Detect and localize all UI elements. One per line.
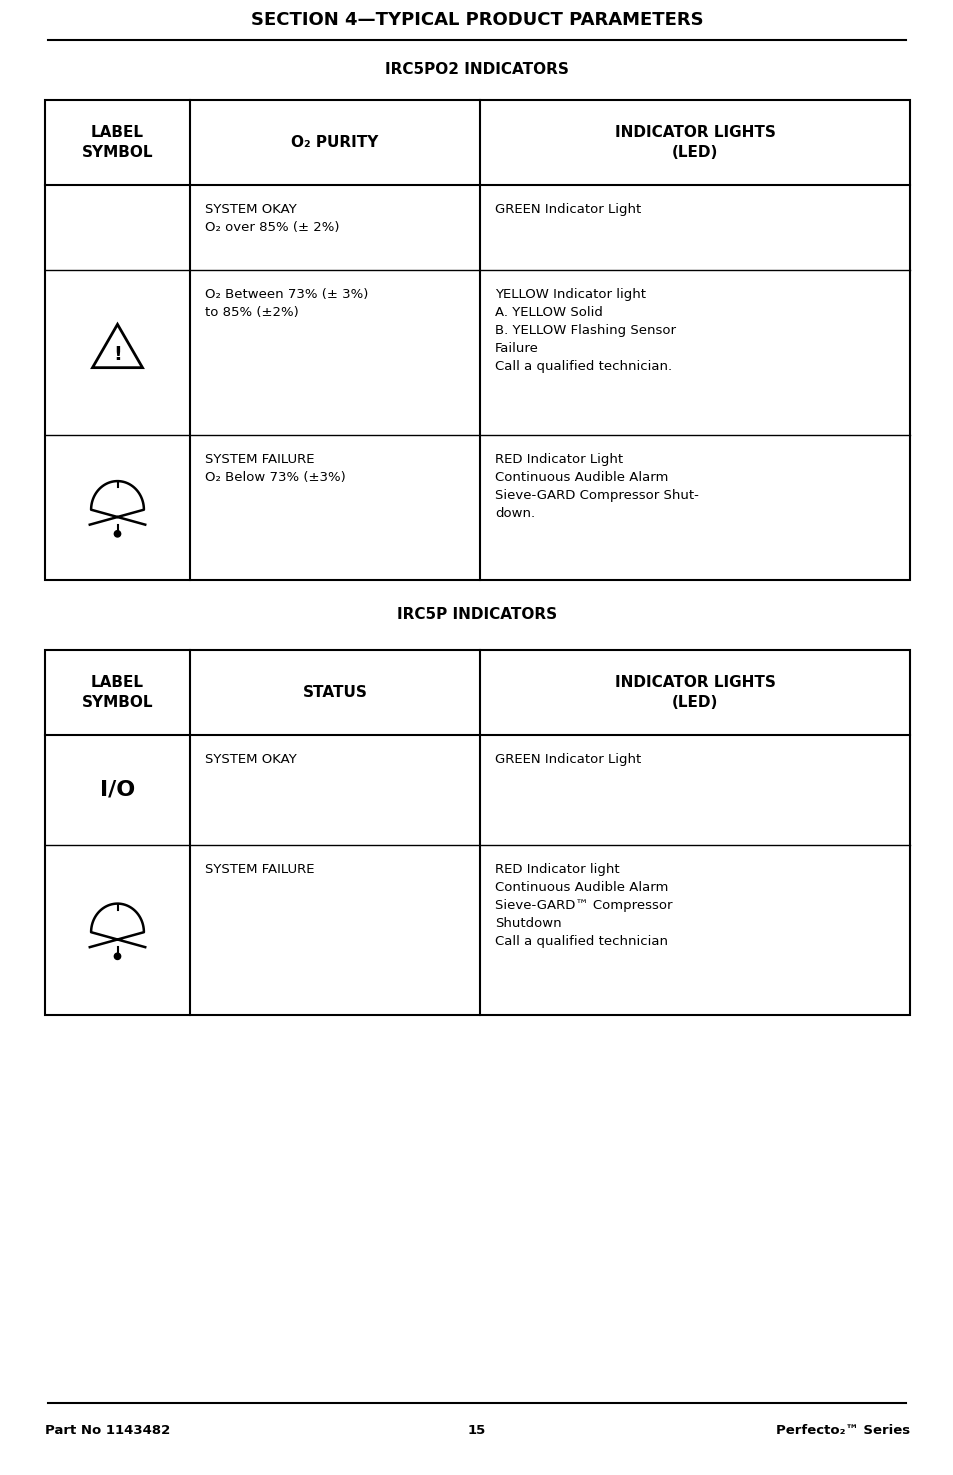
Text: YELLOW Indicator light
A. YELLOW Solid
B. YELLOW Flashing Sensor
Failure
Call a : YELLOW Indicator light A. YELLOW Solid B…: [495, 288, 676, 373]
Text: SECTION 4—TYPICAL PRODUCT PARAMETERS: SECTION 4—TYPICAL PRODUCT PARAMETERS: [251, 10, 702, 30]
Circle shape: [114, 953, 120, 959]
Text: !: !: [113, 345, 122, 364]
Text: LABEL
SYMBOL: LABEL SYMBOL: [82, 125, 153, 159]
Bar: [45, 650, 909, 1015]
Text: SYSTEM OKAY: SYSTEM OKAY: [205, 754, 296, 766]
Text: INDICATOR LIGHTS
(LED): INDICATOR LIGHTS (LED): [614, 676, 775, 709]
Text: 15: 15: [467, 1423, 486, 1437]
Text: O₂ PURITY: O₂ PURITY: [291, 136, 378, 150]
Text: O₂ Between 73% (± 3%)
to 85% (±2%): O₂ Between 73% (± 3%) to 85% (±2%): [205, 288, 368, 319]
Text: SYSTEM FAILURE
O₂ Below 73% (±3%): SYSTEM FAILURE O₂ Below 73% (±3%): [205, 453, 345, 484]
Text: SYSTEM FAILURE: SYSTEM FAILURE: [205, 863, 314, 876]
Text: IRC5PO2 INDICATORS: IRC5PO2 INDICATORS: [385, 62, 568, 78]
Text: INDICATOR LIGHTS
(LED): INDICATOR LIGHTS (LED): [614, 125, 775, 159]
Text: IRC5P INDICATORS: IRC5P INDICATORS: [396, 608, 557, 622]
Circle shape: [114, 531, 120, 537]
Text: RED Indicator Light
Continuous Audible Alarm
Sieve-GARD Compressor Shut-
down.: RED Indicator Light Continuous Audible A…: [495, 453, 699, 521]
Text: SYSTEM OKAY
O₂ over 85% (± 2%): SYSTEM OKAY O₂ over 85% (± 2%): [205, 204, 339, 235]
Text: GREEN Indicator Light: GREEN Indicator Light: [495, 204, 640, 215]
Text: RED Indicator light
Continuous Audible Alarm
Sieve-GARD™ Compressor
Shutdown
Cal: RED Indicator light Continuous Audible A…: [495, 863, 672, 948]
Text: STATUS: STATUS: [302, 684, 367, 701]
Text: Perfecto₂™ Series: Perfecto₂™ Series: [775, 1423, 909, 1437]
Text: Part No 1143482: Part No 1143482: [45, 1423, 170, 1437]
Bar: [45, 100, 909, 580]
Text: I/O: I/O: [100, 780, 135, 799]
Text: LABEL
SYMBOL: LABEL SYMBOL: [82, 676, 153, 709]
Text: GREEN Indicator Light: GREEN Indicator Light: [495, 754, 640, 766]
